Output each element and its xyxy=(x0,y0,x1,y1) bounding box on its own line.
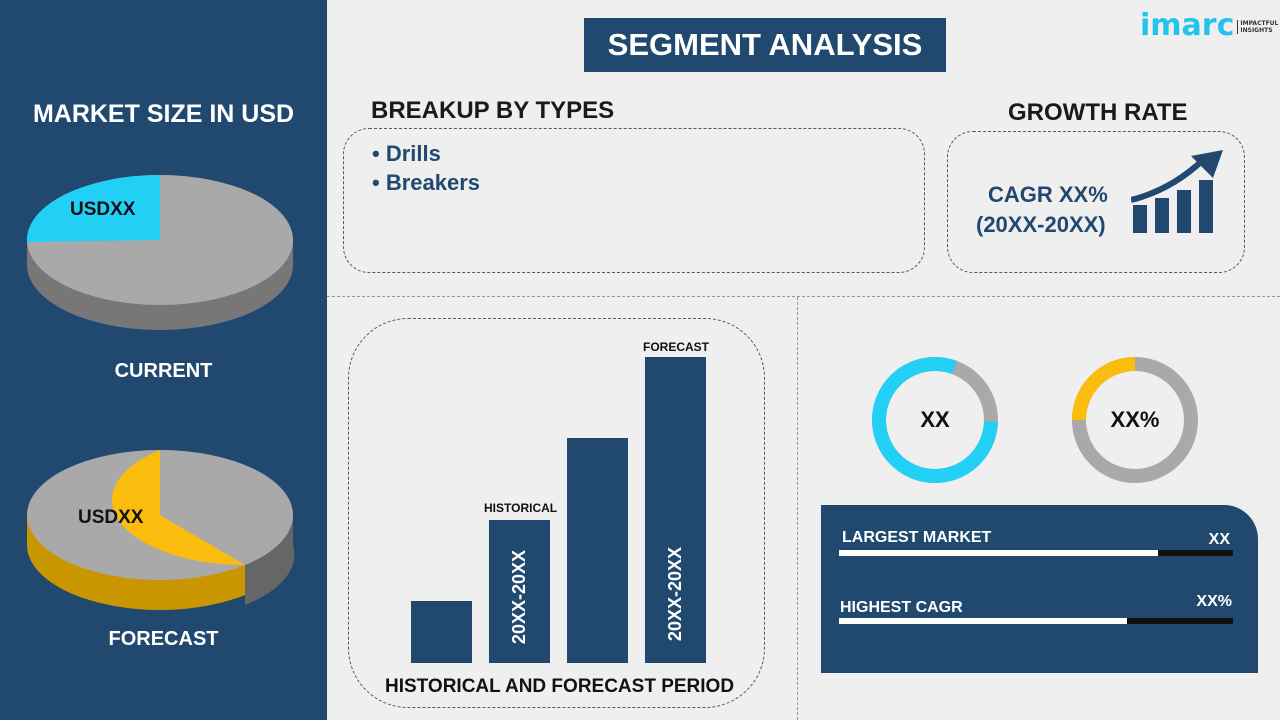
stat-value: XX xyxy=(1208,531,1230,548)
cagr-text: CAGR XX% xyxy=(988,182,1108,207)
forecast-value: USDXX xyxy=(78,507,144,528)
stat-bar xyxy=(839,550,1233,556)
bar xyxy=(411,601,472,663)
stat-label: LARGEST MARKET xyxy=(842,529,992,546)
donut-chart-1 xyxy=(872,357,998,483)
current-pie-slice xyxy=(26,175,161,242)
stats-panel: LARGEST MARKET XX HIGHEST CAGR XX% xyxy=(821,505,1258,673)
stat-label: HIGHEST CAGR xyxy=(840,599,963,616)
growth-heading: GROWTH RATE xyxy=(1008,99,1188,126)
period-caption: HISTORICAL AND FORECAST PERIOD xyxy=(385,676,735,697)
forecast-pie xyxy=(27,450,295,610)
current-value: USDXX xyxy=(70,199,136,220)
donut-fill xyxy=(1072,357,1198,483)
breakup-box: • Drills • Breakers xyxy=(343,128,925,273)
forecast-label: FORECAST xyxy=(643,340,709,354)
page-title: SEGMENT ANALYSIS xyxy=(584,18,946,72)
donut-2-label: XX% xyxy=(1110,407,1160,432)
list-item: • Breakers xyxy=(372,170,481,195)
cagr-period: (20XX-20XX) xyxy=(976,212,1106,237)
historical-label: HISTORICAL xyxy=(484,501,558,515)
donut-fill xyxy=(872,357,998,483)
current-label: CURRENT xyxy=(114,360,213,382)
current-pie xyxy=(26,175,293,330)
forecast-label: FORECAST xyxy=(108,628,219,650)
divider xyxy=(797,297,798,720)
bar-historical: 20XX-20XX xyxy=(489,520,550,663)
growth-box: CAGR XX% (20XX-20XX) xyxy=(947,131,1245,273)
imarc-logo: imarc IMPACTFUL INSIGHTS xyxy=(1140,8,1279,43)
bar-forecast: 20XX-20XX xyxy=(645,357,706,663)
donut-1-label: XX xyxy=(920,407,950,432)
donut-chart-2 xyxy=(1072,357,1198,483)
market-size-heading: MARKET SIZE IN USD xyxy=(32,100,295,128)
list-item: • Drills xyxy=(372,141,441,166)
growth-chart-icon xyxy=(1131,150,1223,233)
stat-bar xyxy=(839,618,1233,624)
divider xyxy=(327,296,1280,297)
left-panel: MARKET SIZE IN USD USDXX CURRENT USDXX F… xyxy=(0,0,327,720)
forecast-pie-slice xyxy=(111,450,246,565)
breakup-heading: BREAKUP BY TYPES xyxy=(371,97,615,124)
stat-value: XX% xyxy=(1196,593,1232,610)
donuts xyxy=(872,357,1198,483)
bar xyxy=(567,438,628,663)
period-box xyxy=(348,318,765,708)
